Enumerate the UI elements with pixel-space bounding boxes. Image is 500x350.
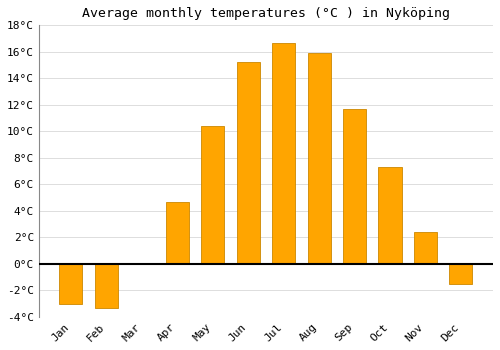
- Bar: [414, 232, 437, 264]
- Bar: [95, 264, 118, 308]
- Bar: [450, 264, 472, 284]
- Bar: [272, 42, 295, 264]
- Bar: [60, 264, 82, 303]
- Bar: [343, 109, 366, 264]
- Bar: [166, 202, 189, 264]
- Bar: [236, 62, 260, 264]
- Bar: [308, 53, 330, 264]
- Bar: [201, 126, 224, 264]
- Title: Average monthly temperatures (°C ) in Nyköping: Average monthly temperatures (°C ) in Ny…: [82, 7, 450, 20]
- Bar: [378, 167, 402, 264]
